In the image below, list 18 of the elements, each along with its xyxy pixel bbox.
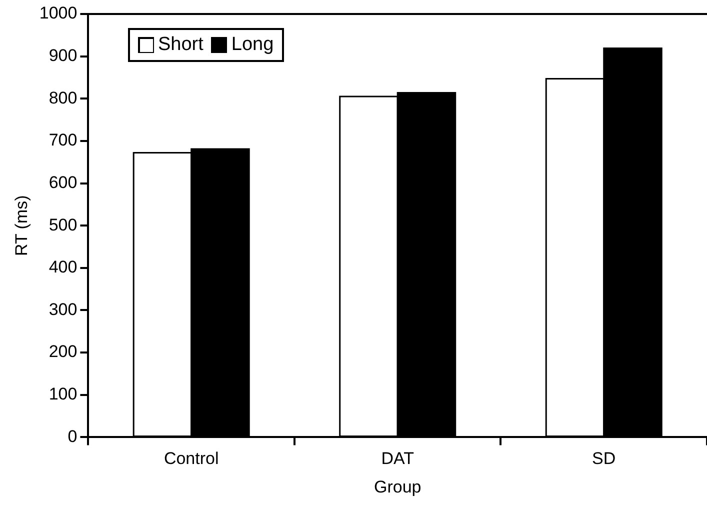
y-tick-label: 800 [48,88,78,108]
y-tick-label: 100 [48,384,78,404]
legend-label: Long [231,34,274,56]
legend-label: Short [158,34,204,56]
x-tick-label: SD [592,449,616,468]
y-tick-label: 500 [48,215,78,234]
y-tick-label: 400 [48,258,78,277]
y-tick-label: 600 [48,172,78,192]
y-tick-label: 200 [48,342,78,362]
y-tick-label: 1000 [39,4,78,23]
y-tick-label: 900 [48,46,78,66]
y-axis-title: RT (ms) [12,195,31,256]
x-tick-label: DAT [381,449,414,468]
y-tick-label: 300 [48,300,78,319]
y-tick-label: 0 [68,426,78,446]
y-tick-label: 700 [48,130,78,150]
x-axis-title: Group [374,477,422,496]
x-tick-label: Control [164,449,219,468]
